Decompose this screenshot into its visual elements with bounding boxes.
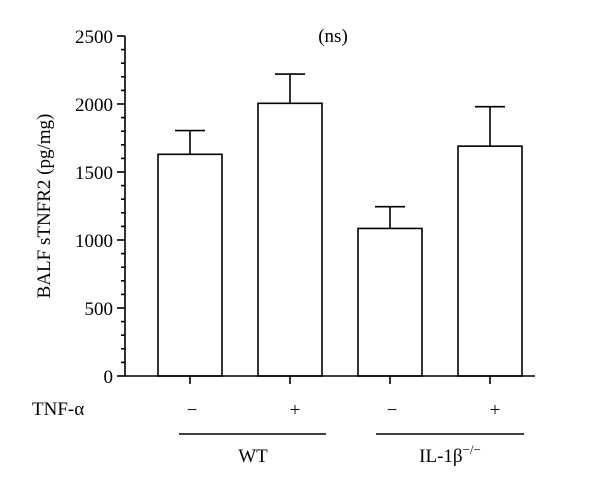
group-label-il1b-superscript: −/− [463,442,481,457]
bar [457,145,523,377]
tnf-treatment-signs: − + − + [187,400,501,421]
group-label-wt: WT [238,446,268,467]
y-tick-label: 500 [85,299,114,320]
tnf-sign-label: + [490,400,501,421]
y-tick-label: 1500 [75,163,113,184]
y-tick-label: 2500 [75,27,113,48]
y-tick-label: 1000 [75,231,113,252]
bar [257,102,323,377]
bar [157,153,223,377]
tnf-sign-label: − [187,400,198,421]
bars [157,73,523,384]
y-axis-label: BALF sTNFR2 (pg/mg) [34,114,55,299]
y-axis-ticks: 0 500 1000 1500 2000 2500 [75,27,125,388]
y-tick-label: 0 [104,367,114,388]
bar [357,227,423,377]
y-tick-label: 2000 [75,95,113,116]
significance-annotation: (ns) [318,26,348,47]
group-label-il1b-base: IL-1β [419,446,462,467]
tnf-sign-label: − [387,400,398,421]
tnf-alpha-row-label: TNF-α [32,399,84,420]
tnf-sign-label: + [290,400,301,421]
group-label-il1b-knockout: IL-1β−/− [419,442,481,467]
